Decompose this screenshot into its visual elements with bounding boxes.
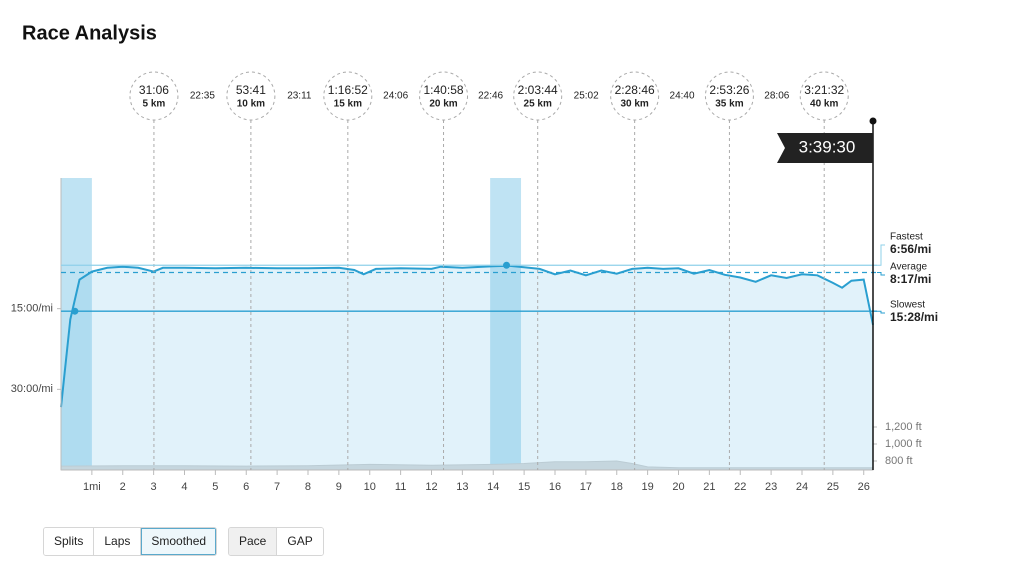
x-tick-label: 8 [305,481,311,493]
split-time: 2:28:46 [615,83,655,97]
elevation-area [60,460,874,471]
split-distance: 10 km [237,99,265,110]
x-tick-label: 6 [243,481,249,493]
x-tick-label: 21 [703,481,715,493]
highlight-band [490,178,522,470]
split-circle [799,71,849,121]
x-tick-label: 10 [364,481,376,493]
reference-name: Slowest [890,300,925,311]
x-tick-label: 13 [456,481,468,493]
pace-area [61,265,873,470]
x-tick-label: 23 [765,481,777,493]
highlight-band [61,178,92,470]
split-distance: 5 km [143,99,166,110]
x-tick-label: 15 [518,481,530,493]
split-time: 3:21:32 [804,83,844,97]
split-distance: 35 km [715,99,743,110]
split-interval: 25:02 [574,91,599,102]
split-time: 2:03:44 [518,83,558,97]
page-title: Race Analysis [22,22,157,44]
toggle-button[interactable]: GAP [277,528,323,555]
split-time: 1:40:58 [424,83,464,97]
split-distance: 40 km [810,99,838,110]
split-time: 31:06 [139,83,169,97]
y2-tick-label: 1,000 ft [885,438,922,450]
x-tick-label: 1mi [83,481,101,493]
split-circle [129,71,179,121]
x-tick-label: 24 [796,481,808,493]
toggle-button[interactable]: Smoothed [141,528,217,555]
x-tick-label: 9 [336,481,342,493]
split-circle [610,71,660,121]
split-interval: 22:46 [478,91,503,102]
x-tick-label: 14 [487,481,499,493]
toggle-button[interactable]: Pace [229,528,278,555]
split-distance: 30 km [620,99,648,110]
split-interval: 24:40 [670,91,695,102]
metric-toggle: Pace GAP [228,527,324,556]
toggle-button[interactable]: Splits [44,528,95,555]
x-tick-label: 19 [641,481,653,493]
view-toggle: Splits Laps Smoothed [43,527,218,556]
x-tick-label: 5 [212,481,218,493]
split-interval: 24:06 [383,91,408,102]
split-distance: 25 km [524,99,552,110]
x-tick-label: 3 [151,481,157,493]
finish-dot [869,117,877,125]
x-tick-label: 12 [425,481,437,493]
reference-value: 15:28/mi [890,310,938,324]
x-tick-label: 18 [611,481,623,493]
finish-flag [777,133,873,163]
reference-value: 8:17/mi [890,272,931,286]
x-tick-label: 20 [672,481,684,493]
toggle-button[interactable]: Laps [94,528,142,555]
x-tick-label: 26 [858,481,870,493]
x-tick-label: 16 [549,481,561,493]
reference-bracket [877,244,885,266]
x-tick-label: 25 [827,481,839,493]
split-circle [419,71,469,121]
x-tick-label: 17 [580,481,592,493]
reference-point [71,307,79,315]
split-distance: 20 km [429,99,457,110]
reference-bracket [877,272,885,276]
x-tick-label: 11 [395,481,406,493]
split-circle [704,71,754,121]
x-tick-label: 4 [181,481,187,493]
split-circle [513,71,563,121]
pace-line [60,264,874,408]
split-time: 53:41 [236,83,266,97]
x-tick-label: 7 [274,481,280,493]
reference-name: Fastest [890,232,923,243]
reference-point [503,261,511,269]
reference-value: 6:56/mi [890,242,931,256]
split-time: 2:53:26 [709,83,749,97]
reference-bracket [877,310,885,314]
x-tick-label: 2 [120,481,126,493]
split-interval: 22:35 [190,91,215,102]
y2-tick-label: 800 ft [885,455,913,467]
split-interval: 28:06 [764,91,789,102]
split-circle [323,71,373,121]
y-tick-label: 15:00/mi [11,303,53,315]
split-circle [226,71,276,121]
split-interval: 23:11 [287,91,312,102]
x-tick-label: 22 [734,481,746,493]
y2-tick-label: 1,200 ft [885,421,922,433]
y-tick-label: 30:00/mi [11,383,53,395]
reference-name: Average [890,262,928,273]
split-time: 1:16:52 [328,83,368,97]
split-distance: 15 km [334,99,362,110]
finish-time: 3:39:30 [799,137,856,156]
